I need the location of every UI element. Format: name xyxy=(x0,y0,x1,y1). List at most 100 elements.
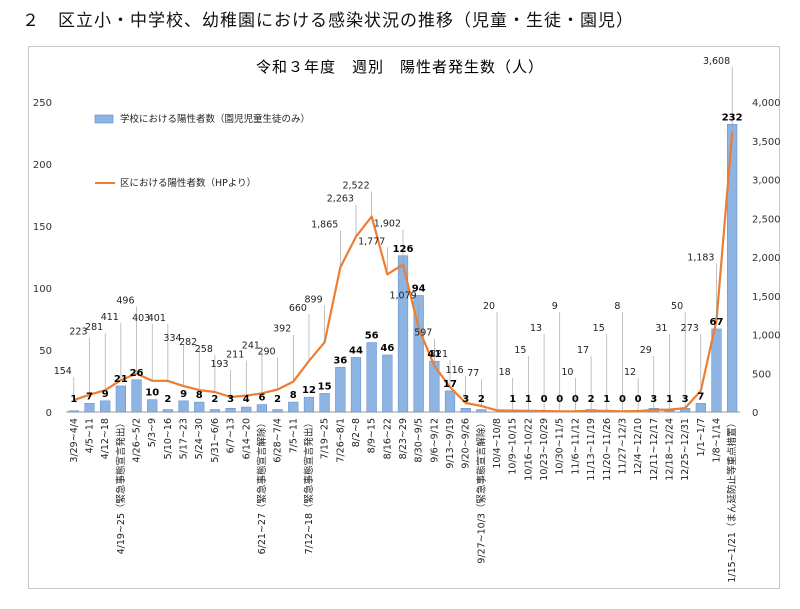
legend: 学校における陽性者数（園児児童生徒のみ） 区における陽性者数（HPより） xyxy=(94,113,310,189)
line-value-label: 1,902 xyxy=(374,219,401,230)
line-value-label: 10 xyxy=(561,367,573,378)
line-value-label: 1,777 xyxy=(358,236,385,247)
x-tick-label: 9/13~9/19 xyxy=(445,418,456,469)
bar-value-label: 232 xyxy=(722,112,743,123)
bar-value-label: 44 xyxy=(349,345,363,356)
x-tick-label: 12/18~12/24 xyxy=(664,418,675,481)
bar xyxy=(711,328,722,413)
line-value-label: 20 xyxy=(483,301,495,312)
bar-value-label: 0 xyxy=(635,394,642,405)
bar-value-label: 2 xyxy=(164,394,171,405)
bar-value-label: 12 xyxy=(302,385,316,396)
legend-line-label: 区における陽性者数（HPより） xyxy=(120,177,256,189)
bar xyxy=(68,410,79,413)
line-value-label: 290 xyxy=(257,347,275,358)
bar xyxy=(335,367,346,413)
line-value-label: 223 xyxy=(69,327,87,338)
x-axis-labels: 3/29~4/4 4/5~11 4/12~18 4/19~25（緊急事態宣言発出） 4/… xyxy=(69,418,738,583)
bar-value-label: 8 xyxy=(196,390,203,401)
bar xyxy=(115,385,126,413)
line-value-label: 660 xyxy=(289,303,307,314)
bar-value-label: 2 xyxy=(211,394,218,405)
bar xyxy=(147,399,158,413)
x-tick-label: 5/3~9 xyxy=(147,418,158,447)
bar xyxy=(366,342,377,413)
bar-value-label: 10 xyxy=(145,388,159,399)
y-right-tick-label: 4,000 xyxy=(752,98,781,109)
x-tick-label: 4/5~11 xyxy=(85,418,96,453)
line-value-label: 392 xyxy=(273,324,291,335)
bar-value-label: 0 xyxy=(572,394,579,405)
x-tick-label: 8/16~22 xyxy=(382,418,393,459)
y-left-tick-label: 200 xyxy=(33,160,52,171)
bar-value-label: 9 xyxy=(180,389,187,400)
leader-lines xyxy=(73,67,733,412)
line-value-label: 241 xyxy=(242,340,260,351)
bar xyxy=(194,401,205,413)
legend-bar-swatch xyxy=(94,114,114,124)
bar xyxy=(241,406,252,413)
line-value-label: 12 xyxy=(624,367,636,378)
x-tick-label: 9/27~10/3（緊急事態宣言解除） xyxy=(475,418,487,564)
line-value-label: 15 xyxy=(593,323,605,334)
bar xyxy=(350,357,362,413)
x-tick-label: 6/21~27（緊急事態宣言解除） xyxy=(256,418,268,554)
y-right-tick-label: 1,000 xyxy=(752,331,781,342)
bar-value-label: 4 xyxy=(243,394,250,405)
bar-value-label: 8 xyxy=(290,390,297,401)
x-tick-label: 7/5~11 xyxy=(288,418,299,453)
line-value-label: 13 xyxy=(530,323,542,334)
x-tick-label: 11/27~12/3 xyxy=(617,418,628,475)
x-tick-label: 6/7~13 xyxy=(226,418,237,453)
y-right-tick-label: 0 xyxy=(752,408,758,419)
y-left-tick-label: 150 xyxy=(33,222,52,233)
line-value-label: 282 xyxy=(179,337,197,348)
bar-value-label: 7 xyxy=(86,391,93,402)
line-value-label: 211 xyxy=(226,350,244,361)
line-value-label: 31 xyxy=(655,323,667,334)
bar-value-label: 36 xyxy=(333,355,347,366)
line-value-label: 2,522 xyxy=(342,181,369,192)
bar-value-label: 6 xyxy=(258,393,265,404)
bar-value-label: 2 xyxy=(478,394,485,405)
line-labels: 1542232814114964034013342822581932112412… xyxy=(54,56,730,379)
y-right-tick-label: 1,500 xyxy=(752,292,781,303)
x-tick-label: 8/23~29 xyxy=(398,418,409,459)
bar-value-label: 3 xyxy=(682,394,689,405)
line-value-label: 899 xyxy=(304,294,322,305)
bar xyxy=(256,404,268,413)
bar-value-label: 1 xyxy=(603,394,610,405)
bar-value-label: 3 xyxy=(650,394,657,405)
line-value-label: 154 xyxy=(54,366,72,377)
bar-value-label: 0 xyxy=(541,394,548,405)
x-tick-label: 8/30~9/5 xyxy=(414,418,425,463)
line-value-label: 273 xyxy=(681,323,699,334)
bar-value-label: 1 xyxy=(666,394,673,405)
bar xyxy=(272,409,283,413)
line-value-label: 77 xyxy=(467,368,479,379)
y-left-tick-label: 250 xyxy=(33,98,52,109)
bar-value-label: 56 xyxy=(365,331,379,342)
bar-value-label: 46 xyxy=(380,343,394,354)
bar xyxy=(100,400,111,413)
bar xyxy=(382,354,393,413)
line-value-label: 193 xyxy=(210,359,228,370)
bar-value-label: 2 xyxy=(588,394,595,405)
bar-series xyxy=(68,124,738,413)
y-left-tick-label: 100 xyxy=(33,284,52,295)
bar xyxy=(319,393,330,413)
bar-value-label: 1 xyxy=(509,394,516,405)
line-value-label: 18 xyxy=(499,367,511,378)
x-tick-label: 8/9~15 xyxy=(367,418,378,453)
y-right-tick-label: 3,500 xyxy=(752,137,781,148)
page-heading: ２ 区立小・中学校、幼稚園における感染状況の推移（児童・生徒・園児） xyxy=(22,11,634,31)
line-value-label: 15 xyxy=(514,345,526,356)
line-value-label: 8 xyxy=(614,301,620,312)
line-value-label: 1,079 xyxy=(389,290,416,301)
bar-value-label: 0 xyxy=(619,394,626,405)
bar xyxy=(413,295,424,413)
x-tick-label: 6/28~7/4 xyxy=(273,418,284,463)
line-value-label: 281 xyxy=(85,322,103,333)
bar-value-label: 1 xyxy=(70,394,77,405)
x-tick-label: 8/2~8 xyxy=(351,418,362,447)
